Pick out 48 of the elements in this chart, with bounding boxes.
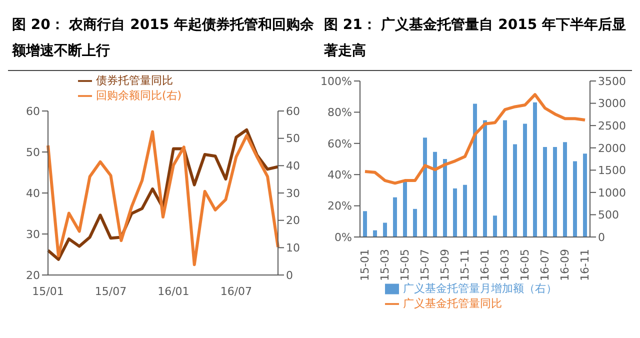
x-tick-label: 16-11 bbox=[578, 249, 592, 281]
y2-tick-label: 500 bbox=[598, 208, 619, 222]
y2-tick-label: 30 bbox=[286, 186, 300, 200]
x-tick-label: 16/07 bbox=[220, 285, 252, 298]
x-tick-label: 15-11 bbox=[458, 249, 472, 281]
chart-title: 图 20： 农商行自 2015 年起债券托管和回购余额增速不断上行 bbox=[8, 8, 320, 71]
x-tick-label: 15/07 bbox=[94, 285, 127, 298]
y2-tick-label: 0 bbox=[598, 230, 605, 244]
x-tick-label: 16-09 bbox=[558, 249, 572, 281]
y-tick-label: 40% bbox=[328, 168, 352, 182]
chart-title: 图 21： 广义基金托管量自 2015 年下半年后显著走高 bbox=[320, 8, 632, 71]
y-tick-label: 20% bbox=[328, 200, 352, 213]
x-tick-label: 15-07 bbox=[418, 249, 432, 281]
y2-tick-label: 1500 bbox=[598, 164, 626, 178]
x-tick-label: 15-09 bbox=[438, 249, 452, 281]
y-tick-label: 60 bbox=[26, 104, 40, 118]
y-tick-label: 40 bbox=[26, 186, 40, 200]
legend-label: 广义基金托管量月增加额（右） bbox=[403, 282, 557, 295]
x-tick-label: 15/01 bbox=[32, 285, 64, 298]
x-tick-label: 16/01 bbox=[158, 285, 190, 298]
legend-label: 债券托管量同比 bbox=[96, 74, 173, 87]
y2-tick-label: 2000 bbox=[598, 142, 626, 155]
x-tick-label: 16-05 bbox=[518, 249, 532, 281]
y2-tick-label: 60 bbox=[286, 104, 300, 118]
x-tick-label: 16-01 bbox=[478, 249, 492, 281]
y-tick-label: 20 bbox=[26, 268, 40, 282]
y2-tick-label: 1000 bbox=[598, 186, 626, 200]
y-tick-label: 100% bbox=[320, 74, 352, 88]
y2-tick-label: 50 bbox=[286, 132, 300, 146]
x-tick-label: 15-01 bbox=[358, 249, 372, 281]
y2-tick-label: 3000 bbox=[598, 97, 626, 110]
y-tick-label: 30 bbox=[26, 228, 40, 241]
y2-tick-label: 2500 bbox=[598, 119, 626, 132]
y2-tick-label: 40 bbox=[286, 160, 300, 173]
x-tick-label: 16-03 bbox=[498, 249, 512, 281]
y-tick-label: 0% bbox=[334, 230, 352, 244]
y-tick-label: 60% bbox=[328, 137, 352, 150]
y2-tick-label: 20 bbox=[286, 214, 300, 228]
y2-tick-label: 3500 bbox=[598, 74, 626, 88]
x-tick-label: 15-03 bbox=[378, 249, 392, 281]
y2-tick-label: 10 bbox=[286, 242, 300, 255]
x-tick-label: 16-07 bbox=[538, 249, 552, 281]
legend-label: 广义基金托管量同比 bbox=[403, 297, 502, 310]
y-tick-label: 80% bbox=[328, 106, 352, 120]
legend-label: 回购余额同比(右) bbox=[96, 89, 182, 102]
x-tick-label: 15-05 bbox=[398, 249, 412, 281]
y2-tick-label: 0 bbox=[286, 268, 293, 282]
y-tick-label: 50 bbox=[26, 146, 40, 159]
